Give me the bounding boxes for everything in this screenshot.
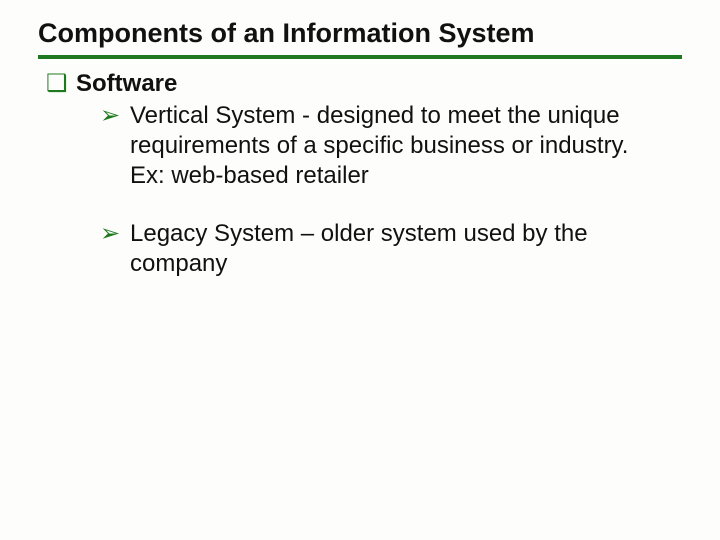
- list-item-text: Legacy System – older system used by the…: [130, 219, 650, 279]
- list-item: ❑ Software: [46, 69, 682, 99]
- list-item-text: Vertical System - designed to meet the u…: [130, 101, 650, 191]
- arrow-bullet-icon: ➢: [100, 101, 130, 131]
- square-bullet-icon: ❑: [46, 69, 76, 99]
- arrow-bullet-icon: ➢: [100, 219, 130, 249]
- list-item-label: Software: [76, 69, 177, 99]
- list-item: ➢ Vertical System - designed to meet the…: [100, 101, 682, 191]
- list-item: ➢ Legacy System – older system used by t…: [100, 219, 682, 279]
- slide-title: Components of an Information System: [38, 18, 682, 59]
- slide-body: ❑ Software ➢ Vertical System - designed …: [38, 59, 682, 279]
- slide: Components of an Information System ❑ So…: [0, 0, 720, 540]
